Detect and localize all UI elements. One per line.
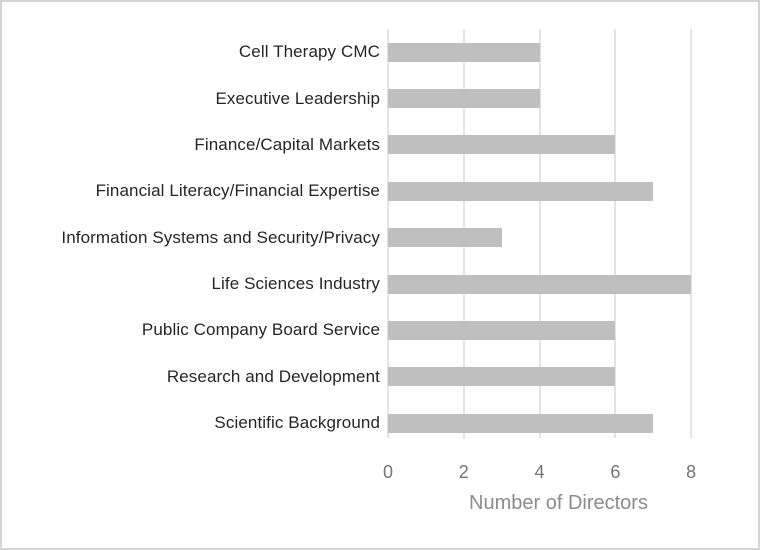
category-label: Research and Development xyxy=(166,366,380,386)
category-label: Cell Therapy CMC xyxy=(238,42,380,62)
x-axis-title: Number of Directors xyxy=(469,492,648,514)
bar-row: Research and Development xyxy=(2,354,758,400)
bar xyxy=(388,181,654,201)
category-label: Financial Literacy/Financial Expertise xyxy=(95,181,380,201)
category-label: Executive Leadership xyxy=(215,88,380,108)
bar-row: Scientific Background xyxy=(2,400,758,446)
x-tick-label: 6 xyxy=(610,462,621,482)
bar-row: Life Sciences Industry xyxy=(2,261,758,307)
bar xyxy=(388,320,616,340)
bar xyxy=(388,89,540,109)
bar-row: Financial Literacy/Financial Expertise xyxy=(2,168,758,214)
bar xyxy=(388,135,616,155)
bar-row: Finance/Capital Markets xyxy=(2,122,758,168)
category-label: Scientific Background xyxy=(214,413,380,433)
bar xyxy=(388,413,654,433)
x-tick-label: 0 xyxy=(382,462,394,482)
category-label: Life Sciences Industry xyxy=(211,274,380,293)
bar xyxy=(388,367,616,387)
category-label: Information Systems and Security/Privacy xyxy=(61,227,380,247)
bar xyxy=(388,274,692,294)
category-label: Public Company Board Service xyxy=(141,320,380,340)
bar-row: Public Company Board Service xyxy=(2,307,758,353)
x-tick-label: 4 xyxy=(534,462,545,482)
x-tick-label: 8 xyxy=(686,462,697,482)
bar xyxy=(388,42,540,62)
bar-row: Executive Leadership xyxy=(2,75,758,121)
category-label: Finance/Capital Markets xyxy=(194,134,380,154)
gridline xyxy=(690,29,693,438)
gridline xyxy=(614,29,617,438)
x-tick-label: 2 xyxy=(458,462,469,482)
bar xyxy=(388,228,502,248)
bar-row: Information Systems and Security/Privacy xyxy=(2,214,758,260)
bar-row: Cell Therapy CMC xyxy=(2,29,758,75)
gridline xyxy=(538,29,541,438)
